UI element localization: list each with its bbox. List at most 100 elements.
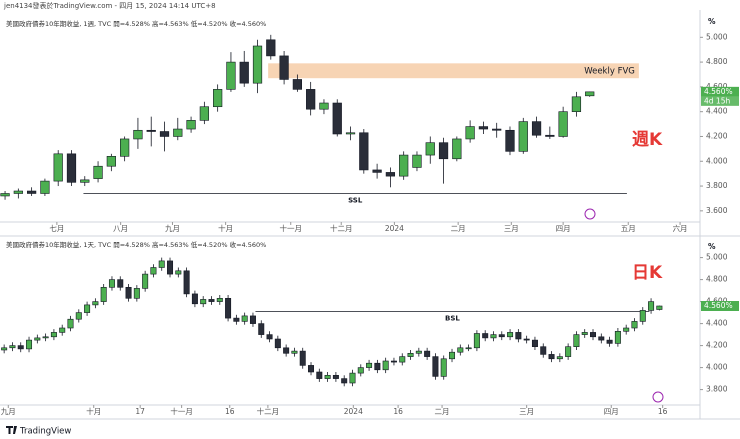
candle-body (382, 360, 389, 371)
candle-body (372, 169, 382, 173)
x-tick-label: 十二月 (257, 406, 280, 416)
candle-body (216, 297, 223, 302)
replay-icon (652, 391, 664, 403)
tv-logo (6, 426, 17, 434)
y-tick-label: 4.000 (706, 156, 728, 165)
candle-body (606, 339, 613, 344)
last-price-label: 4.560% (704, 87, 733, 96)
candle-body (531, 339, 538, 348)
candle-body (146, 129, 156, 132)
y-tick-label: 3.600 (706, 206, 728, 215)
candle-body (17, 345, 24, 350)
x-tick-label: 三月 (519, 407, 534, 416)
candle-body (306, 89, 316, 110)
candle-body (108, 279, 115, 288)
candle-body (199, 106, 209, 121)
candle-body (200, 299, 207, 305)
candle-body (66, 153, 77, 183)
candle-body (319, 102, 329, 110)
candle-body (558, 111, 568, 137)
candle-body (226, 61, 236, 90)
countdown: 4d 15h (704, 96, 730, 105)
y-tick-label: 4.000 (706, 363, 728, 372)
candle-body (299, 350, 306, 366)
candle-body (173, 128, 183, 137)
fvg-zone (268, 63, 639, 79)
candle-body (359, 132, 369, 171)
pane-annotation: 日K (632, 263, 663, 283)
last-price-tag (701, 86, 739, 97)
x-tick-label: 十一月 (170, 406, 193, 416)
candle-body (465, 347, 472, 350)
y-tick-label: 4.800 (706, 275, 728, 284)
x-tick-label: 2024 (344, 407, 363, 416)
candle-body (478, 126, 489, 130)
candle-body (249, 315, 256, 324)
candle-body (0, 193, 10, 197)
candle-body (324, 374, 331, 379)
y-tick-label: 4.200 (706, 341, 728, 350)
candle-body (53, 153, 63, 182)
candle-body (274, 338, 281, 349)
y-tick-label: 3.800 (706, 385, 728, 394)
x-tick-label: 九月 (165, 224, 180, 233)
candle-body (34, 337, 41, 341)
candle-body (80, 179, 90, 183)
candle-body (656, 305, 663, 310)
candle-body (357, 367, 364, 374)
last-price-tag (701, 301, 739, 311)
candle-body (565, 346, 572, 357)
candle-body (125, 286, 132, 299)
header: jen4134發表於TradingView.com - 四月 15, 2024 … (3, 1, 216, 10)
candle-body (545, 134, 555, 137)
candle-body (40, 180, 50, 194)
candle-body (332, 102, 342, 135)
candle-body (208, 299, 215, 302)
candle-body (191, 293, 198, 305)
candle-body (412, 154, 422, 168)
candle-body (498, 334, 505, 338)
candle-body (92, 301, 99, 306)
candle-body (183, 270, 190, 295)
candle-body (571, 96, 582, 112)
x-tick-label: 16 (658, 407, 668, 416)
candle-body (507, 332, 514, 338)
candle-body (585, 91, 595, 97)
candle-body (425, 142, 435, 156)
candle-body (252, 45, 263, 84)
x-tick-label: 十一月 (279, 223, 302, 233)
candle-body (239, 61, 249, 84)
candle-body (142, 273, 149, 289)
candle-body (518, 121, 528, 152)
pane-legend: 美國政府債券10年期收益, 1天, TVC 開=4.528% 高=4.563% … (6, 240, 266, 249)
candle-body (1, 347, 8, 351)
candle-body (59, 327, 66, 333)
zone-label: Weekly FVG (584, 66, 635, 76)
candle-body (93, 165, 103, 179)
x-tick-label: 2024 (385, 224, 404, 233)
candle-body (399, 356, 406, 363)
candle-body (233, 317, 240, 322)
candle-body (332, 374, 339, 379)
level-label: SSL (348, 196, 363, 204)
countdown-tag (701, 96, 739, 106)
candle-body (175, 270, 182, 275)
candle-body (150, 267, 157, 275)
candle-body (341, 378, 348, 384)
candle-body (473, 333, 480, 349)
candle-body (26, 339, 33, 350)
pane-annotation: 週K (632, 130, 663, 150)
candle-body (492, 128, 502, 131)
x-tick-label: 八月 (113, 224, 128, 233)
x-tick-label: 七月 (49, 224, 64, 233)
candle-body (490, 334, 497, 339)
candle-body (120, 138, 130, 157)
x-tick-label: 十月 (86, 406, 101, 416)
candle-body (407, 352, 414, 357)
candle-body (266, 39, 276, 57)
candle-body (449, 351, 456, 360)
candle-body (540, 346, 547, 355)
candle-body (452, 138, 462, 160)
x-tick-label: 九月 (1, 407, 16, 416)
candle-body (13, 190, 23, 194)
